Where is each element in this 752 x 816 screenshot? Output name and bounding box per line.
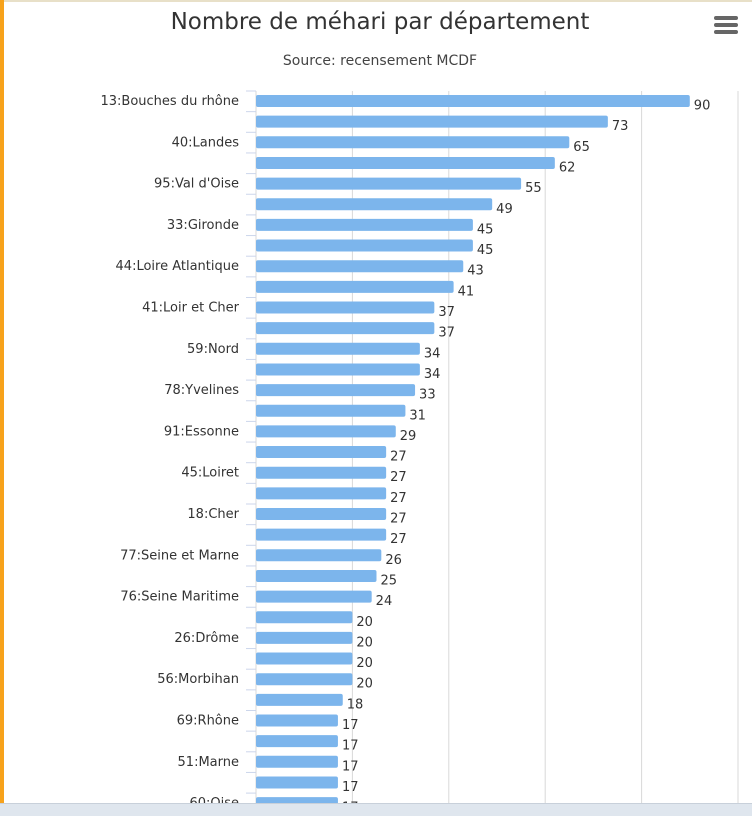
- bar: [256, 239, 473, 252]
- category-label: 78:Yvelines: [164, 383, 239, 398]
- category-label: 40:Landes: [172, 135, 240, 150]
- data-label: 20: [356, 677, 373, 692]
- data-label: 17: [342, 759, 359, 774]
- data-label: 62: [559, 160, 576, 175]
- data-label: 65: [573, 140, 590, 155]
- category-label: 59:Nord: [187, 342, 239, 357]
- bar: [256, 466, 387, 479]
- bar: [256, 590, 372, 603]
- data-label: 41: [458, 284, 475, 299]
- category-label: 91:Essonne: [164, 424, 239, 439]
- menu-line: [714, 16, 738, 20]
- bar: [256, 611, 353, 624]
- bar: [256, 115, 608, 128]
- data-label: 31: [409, 408, 426, 423]
- bar: [256, 95, 690, 107]
- category-label: 77:Seine et Marne: [120, 548, 239, 563]
- data-label: 27: [390, 450, 407, 465]
- bar: [256, 714, 338, 727]
- bar: [256, 384, 416, 397]
- category-label: 45:Loiret: [181, 466, 239, 481]
- category-label: 26:Drôme: [174, 631, 239, 646]
- bar: [256, 363, 420, 376]
- bar: [256, 198, 493, 211]
- data-label: 17: [342, 780, 359, 795]
- category-label: 13:Bouches du rhône: [101, 94, 240, 109]
- bar: [256, 404, 406, 417]
- data-label: 20: [356, 615, 373, 630]
- bar: [256, 776, 338, 789]
- data-label: 17: [342, 739, 359, 754]
- data-label: 20: [356, 656, 373, 671]
- category-label: 33:Gironde: [167, 218, 239, 233]
- bar: [256, 218, 473, 231]
- data-label: 55: [525, 181, 542, 196]
- bar: [256, 528, 387, 541]
- bar: [256, 177, 522, 190]
- category-label: 44:Loire Atlantique: [116, 259, 239, 274]
- bar: [256, 260, 464, 273]
- bar: [256, 508, 387, 520]
- bar: [256, 549, 382, 562]
- bar: [256, 280, 454, 293]
- menu-line: [714, 23, 738, 27]
- bar: [256, 693, 343, 706]
- bar: [256, 631, 353, 644]
- bar: [256, 446, 387, 459]
- data-label: 18: [347, 697, 364, 712]
- bar: [256, 342, 420, 355]
- bar: [256, 735, 338, 748]
- bar: [256, 652, 353, 665]
- data-label: 49: [496, 202, 513, 217]
- data-label: 33: [419, 388, 436, 403]
- bar: [256, 487, 387, 500]
- data-label: 17: [342, 718, 359, 733]
- category-label: 56:Morbihan: [157, 672, 239, 687]
- category-label: 41:Loir et Cher: [142, 301, 240, 316]
- data-label: 25: [381, 573, 398, 588]
- hamburger-menu-icon[interactable]: [714, 16, 738, 38]
- data-label: 45: [477, 243, 494, 258]
- data-label: 73: [612, 119, 629, 134]
- data-label: 27: [390, 512, 407, 527]
- data-label: 27: [390, 491, 407, 506]
- bar: [256, 156, 555, 169]
- bar: [256, 425, 396, 438]
- left-accent-stripe: [0, 0, 4, 815]
- data-label: 27: [390, 470, 407, 485]
- category-label: 18:Cher: [187, 507, 239, 522]
- bar: [256, 569, 377, 582]
- data-label: 34: [424, 367, 441, 382]
- data-label: 24: [376, 594, 393, 609]
- category-label: 51:Marne: [178, 755, 239, 770]
- bar: [256, 673, 353, 686]
- top-border: [4, 0, 752, 2]
- bar: [256, 136, 570, 149]
- data-label: 37: [438, 326, 455, 341]
- data-label: 20: [356, 635, 373, 650]
- data-label: 26: [385, 553, 402, 568]
- data-label: 37: [438, 305, 455, 320]
- menu-line: [714, 30, 738, 34]
- category-label: 76:Seine Maritime: [120, 590, 239, 605]
- bar: [256, 755, 338, 768]
- data-label: 90: [694, 99, 711, 114]
- bar: [256, 301, 435, 314]
- chart-title: Nombre de méhari par département: [170, 9, 590, 35]
- data-label: 29: [400, 429, 417, 444]
- data-label: 27: [390, 532, 407, 547]
- horizontal-scrollbar[interactable]: [0, 803, 752, 816]
- bar: [256, 322, 435, 335]
- data-label: 43: [467, 264, 484, 279]
- category-label: 69:Rhône: [177, 714, 239, 729]
- data-label: 34: [424, 346, 441, 361]
- category-label: 95:Val d'Oise: [154, 177, 239, 192]
- chart-subtitle: Source: recensement MCDF: [282, 53, 478, 69]
- data-label: 45: [477, 222, 494, 237]
